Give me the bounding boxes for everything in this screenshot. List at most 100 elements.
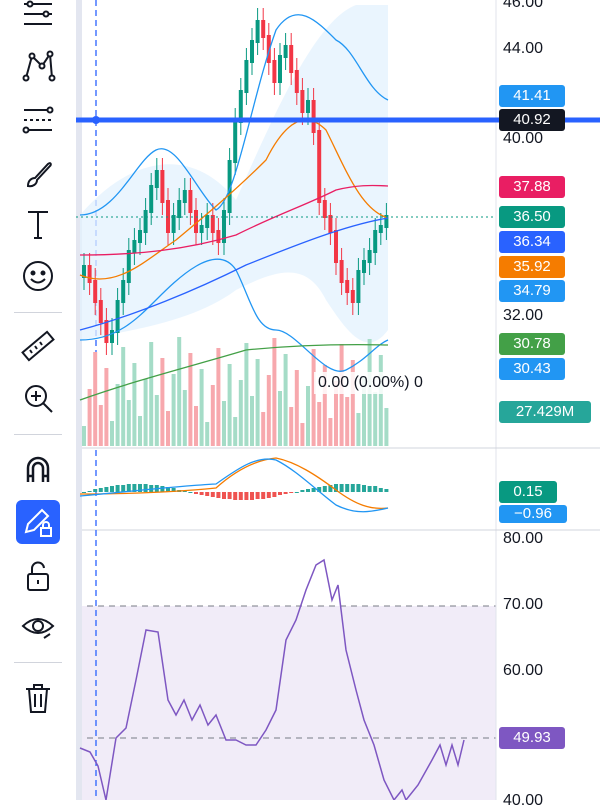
candle-body (98, 300, 103, 323)
ruler-tool-icon[interactable] (14, 324, 62, 368)
macd-bar (194, 492, 198, 494)
candle-body (250, 40, 254, 63)
candle-body (115, 300, 120, 333)
macd-tag-line: −0.96 (499, 505, 567, 523)
text-tool-icon[interactable] (14, 202, 62, 246)
volume-bar (166, 411, 170, 446)
candle-body (367, 250, 372, 263)
volume-bar (384, 408, 389, 446)
volume-bar (222, 401, 226, 446)
rsi-axis-label: 80.00 (503, 530, 544, 547)
candle-body (227, 160, 232, 213)
volume-bar (160, 358, 165, 446)
volume-bar (205, 422, 210, 446)
volume-bar (362, 376, 366, 446)
volume-bar (278, 391, 282, 446)
fib-tool-icon[interactable] (14, 98, 62, 142)
lock-drawing-icon[interactable] (16, 500, 60, 544)
macd-bar (238, 492, 243, 500)
candle-body (317, 130, 322, 203)
volume-bar (171, 374, 176, 446)
volume-bar (115, 384, 120, 446)
eye-icon[interactable] (14, 604, 62, 648)
candle-body (294, 70, 299, 93)
volume-bar (300, 423, 305, 446)
ema-fast (79, 119, 389, 280)
macd-bar (216, 492, 221, 498)
candle-body (255, 20, 260, 43)
macd-bar (132, 484, 137, 492)
magnet-icon[interactable] (14, 448, 62, 492)
candle-body (289, 45, 294, 73)
price-tag-bollinger-upper: 41.41 (499, 85, 565, 107)
volume-bar (210, 385, 215, 446)
macd-bar (367, 486, 372, 492)
candle-body (110, 330, 114, 343)
volume-bar (132, 363, 137, 446)
candle-body (328, 215, 333, 233)
macd-bar (378, 488, 383, 492)
chart-canvas[interactable] (76, 0, 600, 800)
price-axis-label: 32.00 (503, 307, 544, 324)
macd-bar (138, 484, 142, 492)
macd-bar (210, 492, 215, 497)
volume-bar (266, 375, 271, 446)
pattern-tool-icon[interactable] (14, 44, 62, 88)
macd-bar (244, 492, 249, 500)
unlock-icon[interactable] (14, 554, 62, 598)
ema-mid (79, 184, 389, 256)
macd-bar (93, 489, 98, 492)
volume-bar (216, 348, 221, 446)
volume-tag: 27.429M (499, 401, 591, 423)
volume-bar (250, 396, 254, 446)
volume-bar (188, 353, 193, 446)
drawing-toolbar (0, 0, 76, 800)
macd-bar (339, 484, 344, 492)
volume-bar (121, 347, 126, 446)
chart-area[interactable]: 46.00 44.00 40.00 32.00 41.41 40.92 37.8… (76, 0, 600, 809)
trend-line-tool-icon[interactable] (14, 0, 62, 36)
horizontal-line-handle[interactable] (92, 116, 100, 124)
macd-bar (188, 492, 193, 493)
macd-bar (149, 485, 154, 492)
volume-bar (350, 360, 355, 446)
volume-bar (311, 349, 316, 446)
candle-body (199, 225, 204, 233)
rsi-line (79, 558, 465, 800)
chart-left-edge (76, 0, 82, 800)
macd-bar (98, 488, 103, 492)
candle-body (87, 265, 92, 283)
macd-bar (283, 492, 288, 494)
candle-body (126, 250, 131, 283)
candle-body (261, 20, 266, 38)
macd-bar (171, 488, 176, 492)
candle-body (311, 100, 316, 133)
price-tag-ema-fast: 35.92 (499, 256, 565, 278)
macd-tag-histogram: 0.15 (499, 481, 557, 503)
candle-body (160, 170, 165, 203)
volume-bar (261, 412, 266, 446)
volume-bar (373, 392, 378, 446)
candle-body (278, 55, 282, 83)
candle-body (210, 215, 215, 233)
volume-bar (199, 369, 204, 446)
macd-bar (222, 492, 226, 499)
bollinger-lower (79, 258, 389, 372)
brush-tool-icon[interactable] (14, 152, 62, 196)
candle-body (238, 90, 243, 123)
candle-body (362, 260, 366, 273)
emoji-tool-icon[interactable] (14, 254, 62, 298)
macd-bar (322, 486, 327, 492)
candle-body (121, 280, 126, 303)
macd-bar (300, 490, 305, 492)
candle-body (339, 260, 344, 283)
macd-bar (166, 487, 170, 492)
zoom-in-icon[interactable] (14, 376, 62, 420)
price-tag-sma-long: 30.78 (499, 333, 565, 355)
macd-bar (250, 492, 254, 500)
candle-body (171, 215, 176, 233)
price-tag-horizontal-line[interactable]: 40.92 (499, 109, 565, 131)
volume-bar (182, 390, 187, 446)
candle-body (233, 120, 238, 163)
trash-icon[interactable] (14, 676, 62, 720)
